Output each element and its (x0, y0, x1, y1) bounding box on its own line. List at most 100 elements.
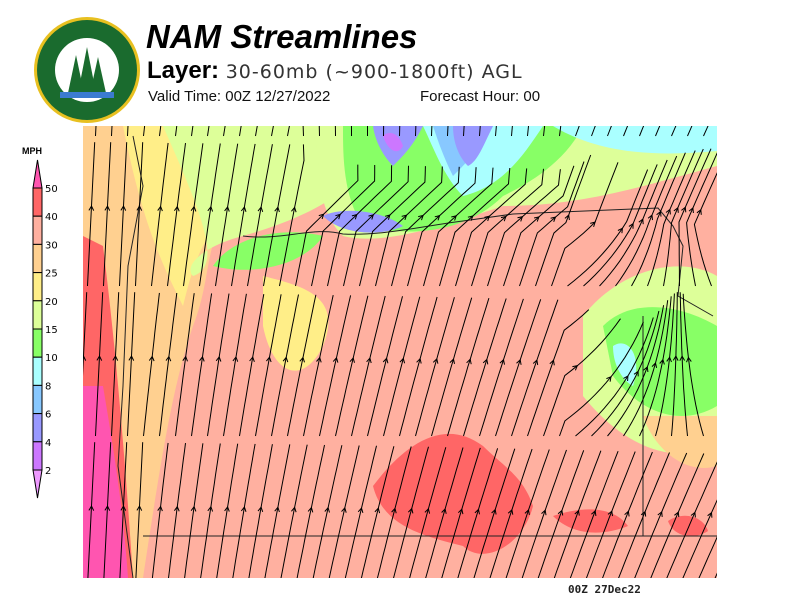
streamline (535, 154, 592, 287)
streamline-arrow (207, 505, 214, 512)
forecast-hour: Forecast Hour: 00 (420, 88, 541, 105)
wind-contour-10-15 (603, 307, 717, 416)
streamline-arrow (623, 375, 629, 382)
legend-bin (32, 413, 43, 443)
streamline-arrow (441, 508, 447, 514)
streamline-arrow (549, 359, 555, 366)
streamline (319, 295, 352, 437)
wind-contour-4-6 (453, 126, 493, 166)
streamline-arrow (696, 208, 702, 215)
streamlines (83, 126, 717, 578)
streamline (167, 143, 186, 287)
streamline (639, 296, 672, 437)
color-legend: 50 40 30 25 20 15 10 8 6 4 2 (32, 159, 58, 499)
streamline (135, 442, 144, 578)
streamline-arrow (318, 213, 325, 220)
streamline-arrow (324, 506, 330, 513)
streamline-arrow (607, 510, 613, 517)
streamline (457, 448, 499, 578)
legend-tick-label: 25 (45, 269, 58, 280)
streamline-arrow (104, 205, 111, 211)
streamline-arrow (657, 510, 663, 517)
streamline (487, 169, 561, 287)
streamline (335, 295, 369, 437)
streamline-arrow (136, 505, 143, 511)
streamline (103, 442, 112, 578)
streamline-arrow (88, 205, 95, 211)
layer-label: Layer: (147, 57, 220, 84)
streamline-arrow (173, 505, 180, 512)
streamline (359, 166, 426, 287)
streamline (399, 296, 438, 437)
streamline-arrow (424, 507, 431, 514)
streamline-arrow (418, 214, 424, 221)
streamline-arrow (656, 210, 662, 217)
streamline-arrow (366, 357, 372, 364)
wind-contour-8-10 (553, 126, 717, 154)
streamline (151, 142, 169, 287)
streamline-arrow (507, 508, 514, 515)
streamline-arrow (349, 356, 355, 363)
streamline (409, 447, 447, 578)
streamline-arrow (332, 356, 339, 363)
streamline-arrow (249, 356, 255, 362)
streamline (312, 445, 343, 578)
streamline (375, 166, 443, 287)
legend-over-arrow (32, 159, 43, 189)
streamline (575, 317, 654, 437)
streamline (159, 292, 178, 437)
streamline (693, 172, 717, 287)
streamline (489, 448, 533, 578)
streamline (103, 142, 112, 287)
streamline (303, 294, 334, 437)
streamline (216, 443, 239, 578)
streamline-arrow (374, 507, 381, 514)
streamline (698, 536, 717, 578)
streamline-arrow (643, 366, 649, 373)
legend-tick-label: 50 (45, 184, 58, 195)
streamline-arrow (224, 205, 230, 212)
streamline (151, 442, 169, 578)
streamline (95, 292, 104, 437)
streamline-arrow (274, 206, 280, 213)
streamline-arrow (572, 365, 579, 371)
streamline-arrow (199, 355, 205, 362)
streamline (455, 168, 528, 287)
streamline-arrow (148, 355, 155, 362)
streamline (423, 167, 494, 287)
streamline (602, 451, 653, 578)
streamline-arrow (647, 214, 653, 221)
streamline (682, 499, 717, 578)
streamline-arrow (533, 216, 540, 222)
streamline-arrow (120, 505, 127, 511)
streamline-arrow (651, 361, 658, 369)
legend-bin (32, 243, 43, 274)
streamline (287, 294, 317, 437)
legend-bin (32, 300, 43, 330)
streamline-arrow (484, 215, 491, 222)
streamline (383, 296, 421, 437)
streamline (344, 445, 377, 578)
streamline-arrow (457, 508, 464, 515)
streamline-arrow (384, 214, 391, 220)
streamline-arrow (707, 511, 713, 518)
streamline (671, 292, 678, 437)
streamline-arrow (524, 509, 530, 515)
streamline (503, 165, 575, 287)
streamline (431, 297, 473, 437)
streamline (327, 165, 393, 287)
streamline (634, 452, 688, 578)
streamline (663, 148, 704, 287)
streamline-arrow (624, 510, 630, 517)
streamline (168, 443, 186, 578)
legend-bin (32, 328, 43, 358)
streamline-arrow (517, 216, 524, 222)
streamline-arrow (307, 506, 314, 513)
streamline-arrow (451, 215, 457, 221)
streamline (495, 299, 542, 437)
streamline-arrow (550, 216, 557, 222)
streamline-arrow (532, 359, 539, 366)
streamline-arrow (351, 213, 358, 220)
streamline (441, 447, 481, 578)
streamline (607, 305, 665, 437)
